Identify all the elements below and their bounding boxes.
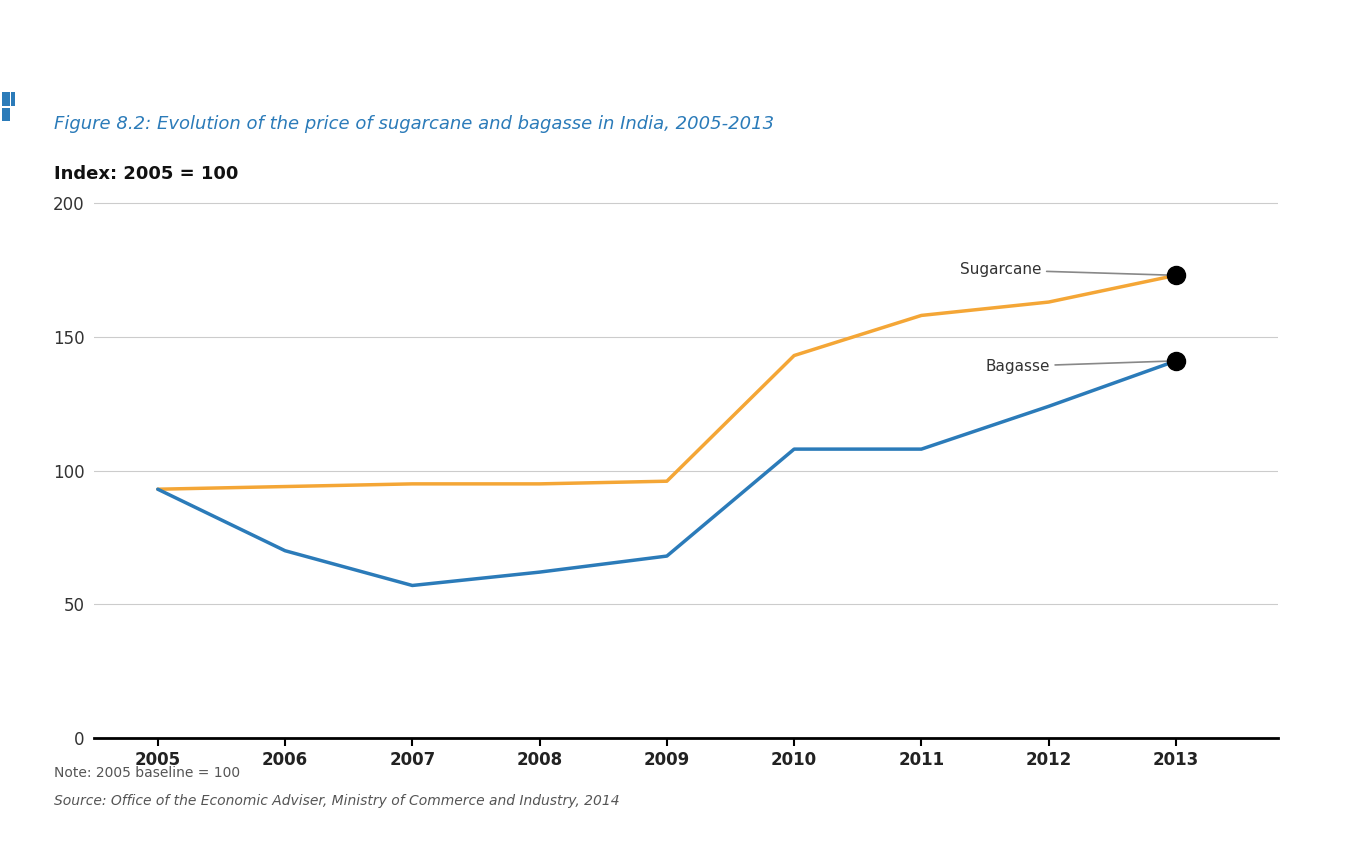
Bar bbox=[7, 6, 19, 26]
Bar bbox=[7, 93, 11, 106]
Bar bbox=[3, 93, 5, 106]
Text: Figure 8.2: Evolution of the price of sugarcane and bagasse in India, 2005-2013: Figure 8.2: Evolution of the price of su… bbox=[54, 115, 773, 132]
Bar bbox=[7, 32, 19, 51]
Text: RENEWABLE POWER GENERATION COSTS IN 2014: RENEWABLE POWER GENERATION COSTS IN 2014 bbox=[81, 31, 600, 50]
Bar bbox=[3, 108, 5, 121]
Bar bbox=[39, 32, 51, 51]
Bar bbox=[23, 57, 35, 76]
Bar bbox=[11, 93, 15, 106]
Text: Index: 2005 = 100: Index: 2005 = 100 bbox=[54, 165, 238, 183]
Bar bbox=[7, 57, 19, 76]
Text: Sugarcane: Sugarcane bbox=[959, 263, 1173, 277]
Bar bbox=[7, 108, 11, 121]
Bar bbox=[39, 57, 51, 76]
Text: Bagasse: Bagasse bbox=[985, 359, 1173, 374]
Bar bbox=[23, 32, 35, 51]
Text: Source: Office of the Economic Adviser, Ministry of Commerce and Industry, 2014: Source: Office of the Economic Adviser, … bbox=[54, 795, 620, 808]
Text: Note: 2005 baseline = 100: Note: 2005 baseline = 100 bbox=[54, 766, 239, 780]
Bar bbox=[23, 6, 35, 26]
